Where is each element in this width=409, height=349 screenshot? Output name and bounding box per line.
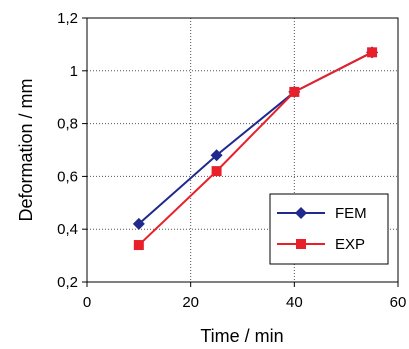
x-tick-label: 20 [182, 294, 199, 311]
x-tick-label: 60 [390, 294, 407, 311]
legend-fem-marker [295, 207, 307, 219]
y-tick-label: 0,4 [57, 221, 78, 238]
x-tick-label: 0 [83, 294, 91, 311]
y-axis-label: Deformation / mm [16, 78, 36, 221]
axis-ticks: 0 20 40 60 0,2 0,4 0,6 0,8 1 1,2 [57, 10, 406, 311]
data-point-fem [132, 217, 145, 230]
data-series [132, 46, 379, 251]
legend-box [269, 193, 389, 265]
y-tick-label: 1 [70, 63, 78, 80]
legend-fem-label: FEM [335, 205, 367, 222]
series-line-exp [138, 51, 373, 246]
legend-exp-label: EXP [335, 236, 365, 253]
data-point-exp [211, 166, 222, 177]
x-tick-label: 40 [286, 294, 303, 311]
y-tick-label: 1,2 [57, 10, 78, 27]
y-tick-label: 0,8 [57, 116, 78, 133]
legend: FEM EXP [269, 193, 389, 265]
data-point-exp [133, 240, 144, 251]
y-tick-label: 0,6 [57, 168, 78, 185]
data-point-exp [367, 47, 378, 58]
data-point-fem [210, 149, 223, 162]
data-point-exp [289, 86, 300, 97]
y-tick-label: 0,2 [57, 274, 78, 291]
x-axis-label: Time / min [200, 326, 283, 346]
plot-area-frame [86, 17, 399, 283]
legend-exp-marker [296, 239, 306, 249]
